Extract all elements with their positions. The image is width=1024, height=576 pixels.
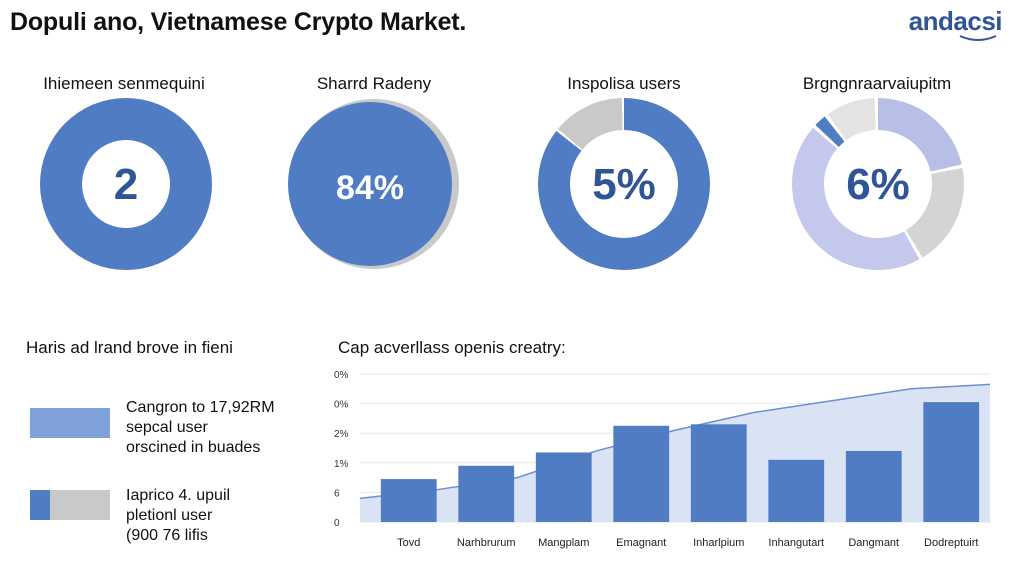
donut-3-segment-1	[538, 98, 710, 270]
legend-item-2: Iaprico 4. upuil pletionl user (900 76 l…	[126, 486, 230, 546]
bar-6	[768, 459, 825, 522]
logo-swoosh-icon	[959, 35, 997, 41]
donut-4-segment-2	[792, 98, 964, 270]
donut-chart-2: 84%	[288, 99, 459, 269]
bar-1	[380, 479, 437, 522]
donut-chart-1: 2	[40, 98, 212, 270]
y-tick-label: 0%	[334, 400, 349, 411]
brand-logo: andacsi	[908, 6, 1003, 36]
donut-1-value: 2	[114, 160, 138, 209]
bar-7	[845, 450, 902, 522]
donut-4-label: Brgngnraarvaiupitm	[802, 74, 952, 93]
page-title: Dopuli ano, Vietnamese Crypto Market.	[10, 8, 467, 36]
donut-4-segment-1	[792, 98, 964, 270]
x-tick-label: Dangmant	[848, 537, 899, 549]
x-tick-label: Tovd	[397, 537, 420, 549]
x-tick-label: Inhangutart	[768, 537, 824, 549]
chart-title: Cap acverllass openis creatry:	[338, 338, 566, 357]
bar-4	[613, 425, 670, 522]
x-tick-label: Inharlpium	[693, 537, 744, 549]
legend-swatch-2a	[30, 490, 50, 520]
y-tick-label: 0	[334, 518, 340, 529]
y-tick-label: 6	[334, 488, 340, 499]
legend-item-2-line-3: (900 76 lifis	[126, 527, 208, 544]
y-tick-label: 0%	[334, 370, 349, 381]
donut-4-segment-3	[792, 98, 964, 270]
legend-item-1: Cangron to 17,92RM sepcal user orscined …	[126, 398, 275, 458]
legend-swatch-1	[30, 408, 110, 438]
x-tick-label: Dodreptuirt	[924, 537, 978, 549]
legend-swatch-2b	[50, 490, 110, 520]
donut-3-label: Inspolisa users	[567, 74, 681, 93]
donut-4-value: 6%	[846, 160, 910, 209]
donut-1-hole	[82, 140, 170, 228]
donut-2-face	[288, 102, 452, 266]
y-tick-label: 1%	[334, 459, 349, 470]
donut-3-value: 5%	[592, 160, 656, 209]
bar-2	[458, 465, 515, 522]
bar-8	[923, 402, 980, 522]
legend-item-1-line-1: Cangron to 17,92RM	[126, 399, 275, 416]
donut-2-label: Sharrd Radeny	[316, 74, 432, 93]
donut-2-value: 84%	[336, 169, 404, 207]
x-tick-label: Emagnant	[616, 537, 666, 549]
legend-item-1-line-2: sepcal user	[126, 419, 208, 436]
area-series	[360, 384, 990, 522]
x-tick-label: Mangplam	[538, 537, 589, 549]
x-tick-label: Narhbrurum	[457, 537, 516, 549]
donut-1-label: Ihiemeen senmequini	[43, 74, 205, 93]
bar-3	[535, 452, 592, 522]
donut-chart-3: 5%	[538, 98, 710, 270]
donut-chart-4: 6%	[792, 98, 964, 270]
legend-item-2-line-1: Iaprico 4. upuil	[126, 487, 231, 504]
legend-item-2-line-2: pletionl user	[126, 507, 213, 524]
bar-chart: 0 6 1% 2% 0% 0% Tovd Narhbrurum Mangplam Emagnant…	[334, 370, 991, 549]
legend-item-1-line-3: orscined in buades	[126, 439, 261, 456]
bar-5	[690, 424, 747, 522]
y-tick-label: 2%	[334, 429, 349, 440]
legend-title: Haris ad lrand brove in fieni	[26, 338, 233, 357]
